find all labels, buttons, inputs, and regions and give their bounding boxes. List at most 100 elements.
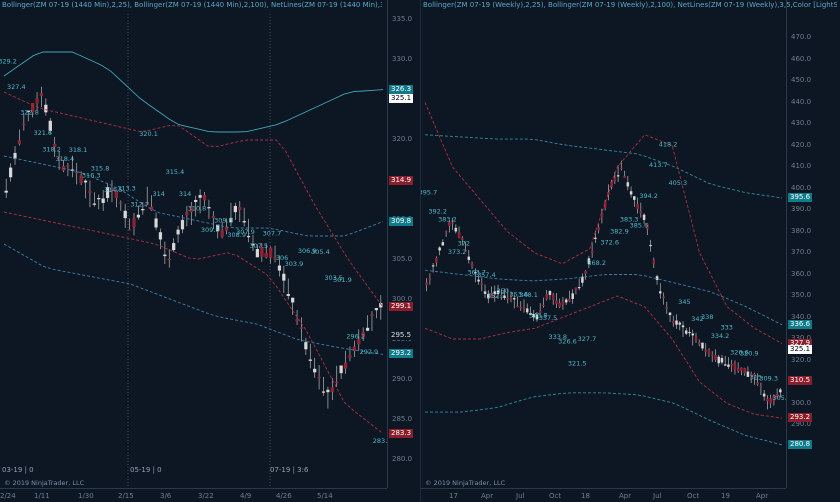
candle	[457, 226, 461, 239]
candle	[48, 118, 52, 134]
time-tick: Oct	[687, 492, 700, 500]
candle	[662, 292, 665, 305]
candle	[551, 292, 555, 305]
candle	[22, 113, 26, 131]
time-tick: 5/14	[317, 492, 333, 500]
upper-band-25	[424, 102, 783, 344]
daily-time-axis[interactable]: 2/24 1/11 1/30 2/15 3/6 3/22 4/9 4/26 5/14	[0, 488, 387, 502]
price-annotation: 314	[179, 190, 191, 198]
candle	[17, 129, 22, 146]
candle	[189, 202, 193, 226]
price-marker: 314.9	[389, 175, 414, 185]
price-annotation: 316.3	[82, 172, 101, 180]
price-tick: 420.0	[791, 140, 812, 149]
candle	[639, 202, 643, 218]
candle	[587, 255, 591, 269]
price-annotation: 334.2	[711, 332, 730, 340]
candle	[207, 199, 211, 219]
candle	[691, 329, 694, 346]
candle	[238, 201, 242, 222]
price-annotation: 383.2	[438, 216, 457, 224]
candle	[304, 337, 308, 356]
daily-price-axis[interactable]: 335.0330.0325.0320.0315.0310.0305.0300.0…	[387, 0, 420, 488]
price-tick: 290.0	[791, 420, 812, 428]
price-tick: 340.0	[791, 312, 812, 321]
candle	[487, 290, 490, 304]
price-tick: 330.0	[791, 334, 811, 342]
price-annotation: 318.2	[42, 145, 61, 153]
price-annotation: 313.3	[117, 185, 136, 193]
price-annotation: 309.3	[759, 375, 778, 383]
candle	[163, 241, 167, 264]
candle	[769, 394, 772, 408]
weekly-time-axis[interactable]: 17 Apr Jul Oct 18 Apr Jul Oct 19 Apr	[421, 488, 786, 502]
candle	[503, 288, 506, 301]
candle	[779, 388, 782, 398]
price-tick: 290.0	[392, 375, 413, 383]
price-annotation: 357.4	[477, 271, 496, 279]
candle	[374, 307, 378, 319]
candle	[730, 359, 733, 372]
candle	[141, 201, 145, 215]
time-tick: 2/24	[0, 492, 16, 500]
price-annotation: 309.3	[214, 217, 233, 225]
candle	[229, 202, 233, 227]
price-annotation: 373.2	[448, 248, 467, 256]
candle	[717, 354, 720, 367]
candle	[233, 202, 237, 220]
candle	[685, 327, 688, 335]
price-marker: 283.3	[389, 428, 414, 438]
price-annotation: 338	[701, 313, 713, 321]
time-tick: 1/30	[78, 492, 94, 500]
session-label-2: 05-19 | 0	[130, 466, 162, 474]
candle	[564, 297, 568, 305]
price-annotation: 353.6	[509, 290, 528, 298]
candle	[733, 360, 737, 375]
candle	[775, 388, 779, 400]
price-marker: 293.2	[788, 413, 813, 423]
weekly-copyright: © 2019 NinjaTrader, LLC	[425, 479, 506, 487]
price-annotation: 321.5	[568, 359, 587, 367]
candle	[92, 192, 96, 207]
candle	[694, 332, 698, 343]
session-label-3: 07-19 | 3:6	[270, 466, 309, 474]
candle	[548, 290, 552, 300]
price-tick: 300.0	[791, 398, 812, 407]
candle	[736, 362, 740, 373]
candle	[772, 394, 776, 406]
candle	[584, 270, 587, 280]
candle	[438, 246, 441, 256]
daily-chart-panel[interactable]: 329.2 327.4 322.8 321.6 318.2 318.4 318.1 316.3…	[0, 0, 421, 502]
price-annotation: 306	[276, 254, 288, 262]
price-annotation: 337.5	[539, 314, 558, 322]
candle	[519, 301, 522, 311]
price-tick: 335.0	[392, 15, 413, 23]
price-annotation: 283.1	[373, 437, 387, 445]
candle	[678, 321, 682, 331]
price-marker: 325.1	[788, 344, 813, 354]
time-tick: 3/6	[160, 492, 172, 500]
candle	[132, 212, 136, 236]
weekly-price-axis[interactable]: 470.0 460.0 450.0 440.0 430.0 420.0 410.0 400.0…	[786, 0, 840, 488]
weekly-chart-panel[interactable]: 395.7392.2383.2373.2372363.7357.4352.735…	[421, 0, 840, 502]
candle	[105, 182, 110, 202]
candle	[282, 265, 286, 293]
candle	[710, 351, 714, 363]
candle	[610, 179, 613, 190]
candle	[545, 289, 548, 301]
candle	[727, 357, 730, 369]
candle	[425, 278, 428, 292]
candle	[574, 287, 578, 295]
candle	[500, 289, 503, 300]
price-annotation: 372.6	[600, 238, 619, 246]
candle	[616, 165, 620, 183]
candle	[467, 250, 471, 264]
price-marker: 336.6	[788, 319, 813, 329]
candle	[474, 268, 477, 283]
price-tick: 360.0	[791, 269, 812, 278]
price-annotation: 301.9	[333, 276, 352, 284]
candle	[675, 314, 678, 329]
candle	[211, 211, 215, 230]
